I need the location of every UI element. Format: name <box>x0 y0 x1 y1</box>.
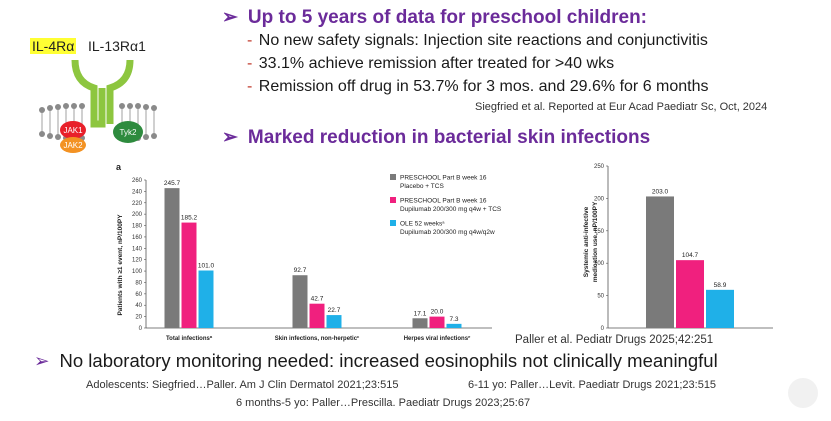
y-tick-label: 100 <box>132 269 143 275</box>
y-tick-label: 180 <box>132 224 143 230</box>
bar-value-label: 245.7 <box>164 180 181 187</box>
y-tick-label: 80 <box>135 280 142 286</box>
ref-6-11: 6-11 yo: Paller…Levit. Paediatr Drugs 20… <box>468 379 717 391</box>
jak2-label: JAK2 <box>63 141 83 150</box>
receptor-shape: JAK1 JAK2 Tyk2 <box>39 59 157 153</box>
legend-sub: Dupilumab 200/300 mg q4w + TCS <box>400 206 502 213</box>
bar-value-label: 101.0 <box>198 263 215 270</box>
legend-swatch <box>390 220 396 226</box>
ref-adolescents: Adolescents: Siegfried…Paller. Am J Clin… <box>86 379 399 391</box>
legend-sub: Placebo + TCS <box>400 183 444 190</box>
y-tick-label: 260 <box>132 178 143 184</box>
bar <box>646 196 674 328</box>
arrow-bullet-icon: ➢ <box>34 350 50 371</box>
bar-value-label: 92.7 <box>294 267 307 274</box>
right-ylabel: Systemic anti-infective medication use, n… <box>583 201 599 282</box>
bar-value-label: 42.7 <box>311 296 324 303</box>
y-tick-label: 40 <box>135 303 142 309</box>
receptor-diagram: IL-4Rα IL-13Rα1 JAK1 JAK2 Tyk2 <box>30 30 180 155</box>
il13-label: IL-13Rα1 <box>88 38 146 54</box>
y-tick-label: 0 <box>601 326 605 332</box>
y-tick-label: 160 <box>132 235 143 241</box>
bar <box>429 316 445 328</box>
left-ylabel: Patients with ≥1 event, nP/100PY <box>117 214 124 316</box>
bar-value-label: 58.9 <box>714 282 727 289</box>
jak1-label: JAK1 <box>63 126 83 135</box>
bar-value-label: 22.7 <box>328 307 341 314</box>
y-tick-label: 200 <box>132 212 143 218</box>
tyk2-label: Tyk2 <box>120 128 137 137</box>
panel-label: a <box>116 162 122 172</box>
bar <box>446 323 462 328</box>
bar <box>198 270 214 328</box>
bar <box>164 188 180 328</box>
bar-value-label: 203.0 <box>652 188 669 195</box>
bacterial-infections-chart: a Patients with ≥1 event, nP/100PY 0 20 40… <box>116 162 502 343</box>
jak1-shape <box>60 121 86 139</box>
section1-heading: ➢ Up to 5 years of data for preschool chi… <box>222 7 647 28</box>
bar <box>412 318 428 328</box>
il4-label: IL-4Rα <box>30 38 77 54</box>
corner-decoration <box>788 378 818 408</box>
legend-name: PRESCHOOL Part B week 16 <box>400 175 487 182</box>
section1-bullet-1: - No new safety signals: Injection site … <box>247 32 708 49</box>
category-label: Herpes viral infectionse <box>404 334 471 343</box>
section1-bullet-3: - Remission off drug in 53.7% for 3 mos.… <box>247 78 709 95</box>
arrow-bullet-icon: ➢ <box>222 127 238 148</box>
y-tick-label: 20 <box>135 315 142 321</box>
y-tick-label: 200 <box>594 196 605 202</box>
y-tick-label: 0 <box>139 326 143 332</box>
y-tick-label: 150 <box>594 229 605 235</box>
bar <box>292 275 308 328</box>
y-tick-label: 240 <box>132 189 143 195</box>
category-label: Skin infections, non-herpeticc <box>275 334 360 343</box>
legend-swatch <box>390 197 396 203</box>
section2-citation: Paller et al. Pediatr Drugs 2025;42:251 <box>515 334 714 346</box>
y-tick-label: 140 <box>132 246 143 252</box>
jak2-shape <box>60 137 86 153</box>
bar <box>326 315 342 328</box>
category-label: Total infectionsa <box>166 334 213 343</box>
legend-swatch <box>390 174 396 180</box>
legend-name: PRESCHOOL Part B week 16 <box>400 198 487 205</box>
section2-heading: ➢ Marked reduction in bacterial skin infe… <box>222 127 651 148</box>
bar-value-label: 20.0 <box>431 309 444 316</box>
y-tick-label: 120 <box>132 258 143 264</box>
legend-name: OLE 52 weeksa <box>400 219 445 228</box>
bar-value-label: 104.7 <box>682 252 699 259</box>
y-tick-label: 220 <box>132 201 143 207</box>
bar <box>706 289 734 328</box>
arrow-bullet-icon: ➢ <box>222 7 238 28</box>
bar <box>181 222 197 328</box>
section1-bullet-2: - 33.1% achieve remission after treated … <box>247 55 615 72</box>
section1-citation: Siegfried et al. Reported at Eur Acad Pa… <box>475 101 768 113</box>
bar <box>309 303 325 328</box>
tyk2-shape <box>113 121 143 143</box>
anti-infective-use-chart: Systemic anti-infective medication use, n… <box>583 164 773 332</box>
y-tick-label: 100 <box>594 261 605 267</box>
bar-value-label: 17.1 <box>414 310 427 317</box>
bar <box>676 260 704 328</box>
y-tick-label: 50 <box>597 294 604 300</box>
y-tick-label: 60 <box>135 292 142 298</box>
bar-value-label: 185.2 <box>181 215 198 222</box>
section3-heading: ➢ No laboratory monitoring needed: increa… <box>34 350 718 371</box>
y-tick-label: 250 <box>594 164 605 170</box>
bar-value-label: 7.3 <box>449 316 458 323</box>
legend-sub: Dupilumab 200/300 mg q4w/q2w <box>400 229 495 236</box>
ref-6mo-5: 6 months-5 yo: Paller…Prescilla. Paediat… <box>236 397 531 409</box>
